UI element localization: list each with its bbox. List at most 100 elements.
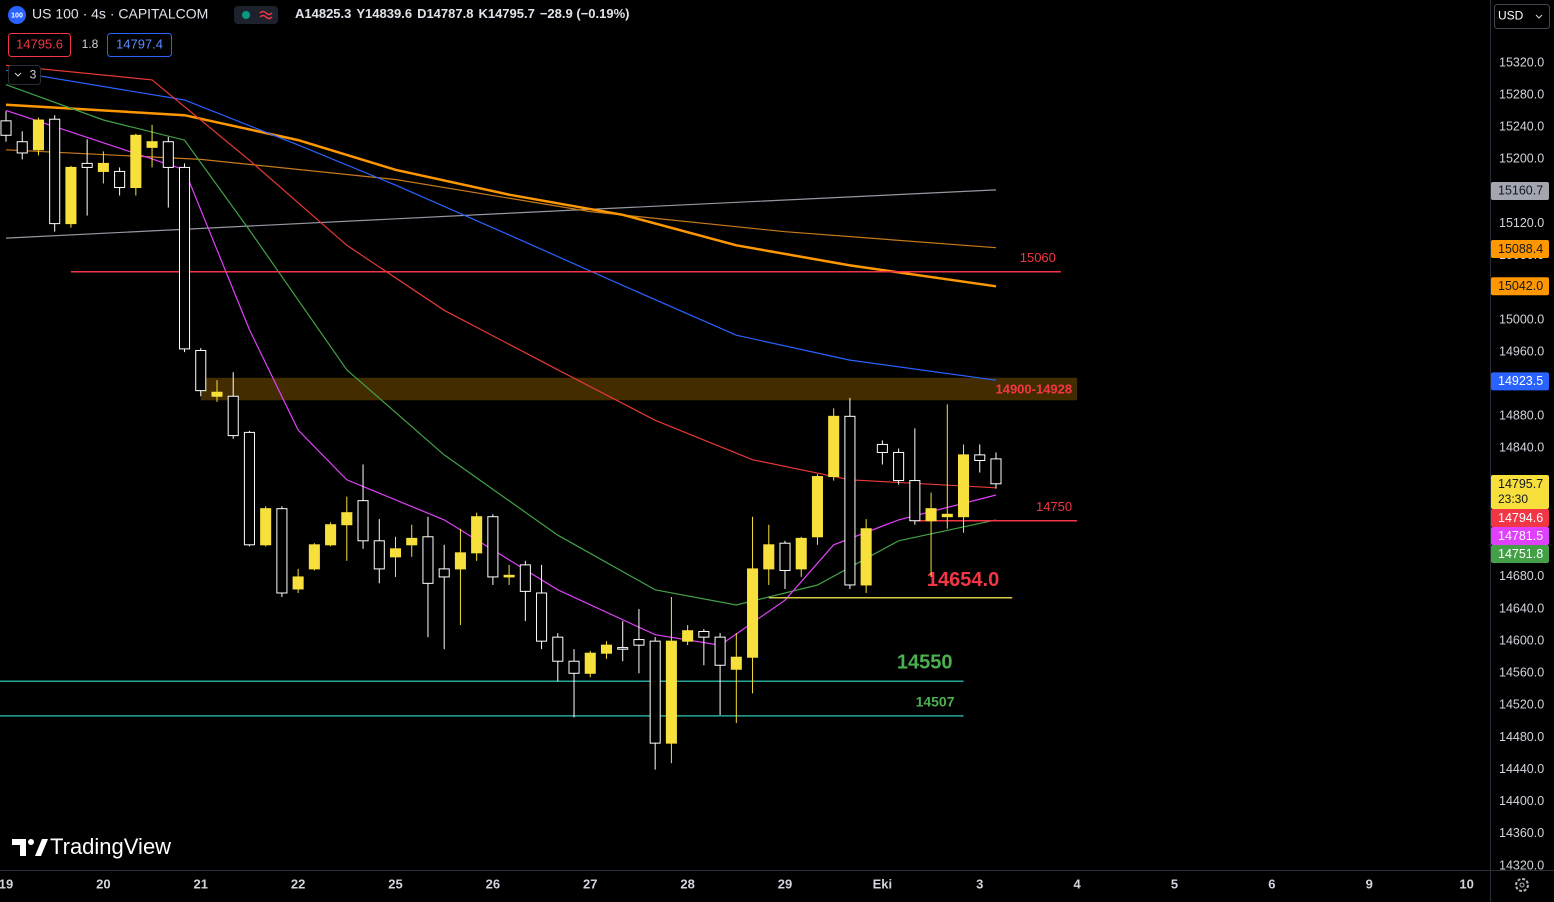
- price-tag-label: 15160.7: [1498, 184, 1543, 198]
- candle-body: [422, 536, 434, 584]
- price-axis: 14320.0 14360.0 14400.0 14440.0 14480.0 14520…: [1491, 55, 1549, 872]
- candle-body: [698, 631, 710, 638]
- candle-body: [633, 639, 645, 646]
- open: A14825.3: [295, 6, 351, 21]
- candle-body: [974, 454, 986, 461]
- candle-body: [32, 119, 44, 151]
- close: K14795.7: [478, 6, 534, 21]
- candle-body: [438, 568, 450, 578]
- x-tick-label: 26: [486, 876, 500, 891]
- candle-body: [536, 592, 548, 642]
- x-tick-label: 22: [291, 876, 305, 891]
- candle-body: [730, 656, 742, 670]
- chevron: [1535, 14, 1543, 19]
- candle-body: [941, 513, 953, 518]
- settings-gear[interactable]: [1515, 878, 1529, 892]
- candle-body: [990, 458, 1002, 485]
- candle-body: [925, 508, 937, 522]
- x-tick-label: Eki: [873, 876, 893, 891]
- price-tag: [1491, 239, 1549, 258]
- candle-body: [682, 630, 694, 642]
- symbol-title[interactable]: US 100 · 4s · CAPITALCOM: [32, 6, 208, 22]
- price-tag-label: 14923.5: [1498, 374, 1543, 388]
- logo-mark: [12, 839, 26, 856]
- price-tag-label: 15042.0: [1498, 279, 1543, 293]
- candle-body: [779, 542, 791, 571]
- candle-body: [227, 395, 239, 437]
- status-badge[interactable]: [234, 6, 278, 24]
- candle-body: [519, 564, 531, 592]
- settings[interactable]: [1515, 878, 1529, 892]
- candle-body: [16, 141, 28, 154]
- y-tick-label: 15200.0: [1499, 152, 1544, 166]
- logo-mark: [28, 839, 34, 845]
- candle-body: [162, 141, 174, 168]
- x-tick-label: 9: [1366, 876, 1373, 891]
- x-tick-label: 21: [194, 876, 208, 891]
- candle-body: [195, 349, 207, 392]
- price-tag-label: 15088.4: [1498, 242, 1543, 256]
- data-status: [259, 10, 273, 20]
- price-tag-label: 14781.5: [1498, 529, 1543, 543]
- sell-button[interactable]: [8, 33, 71, 57]
- candle-body: [211, 391, 223, 397]
- y-tick-label: 14680.0: [1499, 569, 1544, 583]
- candle-body: [178, 166, 191, 350]
- candle-body: [146, 141, 158, 148]
- candle-body: [795, 537, 807, 570]
- symbol-icon: [8, 6, 26, 24]
- buy-button[interactable]: [107, 33, 172, 57]
- candle-body: [617, 647, 629, 650]
- moving-average: [5, 84, 997, 606]
- y-tick-label: 14840.0: [1499, 441, 1544, 455]
- x-tick-label: 25: [388, 876, 402, 891]
- candle-body: [276, 508, 288, 594]
- x-tick-label: 27: [583, 876, 597, 891]
- buy-price: 14797.4: [116, 36, 163, 51]
- sell-price: 14795.6: [16, 36, 63, 51]
- candle-body: [600, 644, 613, 654]
- x-tick-label: 3: [976, 876, 983, 891]
- currency-select[interactable]: [1494, 4, 1550, 29]
- price-tag-countdown: 23:30: [1498, 492, 1528, 506]
- candle-body: [893, 451, 905, 482]
- watermark: TradingView: [12, 834, 171, 859]
- settings-gear: [1519, 882, 1525, 888]
- candle-body: [81, 162, 93, 168]
- candle-body: [584, 652, 596, 674]
- indicators-toggle[interactable]: [8, 65, 41, 85]
- candle-body: [649, 640, 661, 744]
- symbol-icon-text: 100: [11, 12, 23, 19]
- y-tick-label: 14520.0: [1499, 698, 1544, 712]
- level-label: 14507: [916, 694, 955, 710]
- candle-body: [389, 548, 402, 558]
- price-tag-label: 14795.7: [1498, 477, 1543, 491]
- x-tick-label: 4: [1074, 876, 1082, 891]
- moving-average: [5, 69, 997, 381]
- zone-label: 14900-14928: [995, 381, 1072, 396]
- y-tick-label: 15280.0: [1499, 87, 1544, 101]
- price-tag: [1491, 277, 1549, 296]
- level-label: 14550: [897, 652, 953, 674]
- x-tick-label: 5: [1171, 876, 1178, 891]
- price-tag: [1491, 372, 1549, 391]
- y-tick-label: 15320.0: [1499, 55, 1544, 69]
- y-tick-label: 15000.0: [1499, 312, 1544, 326]
- y-tick-label: 14880.0: [1499, 409, 1544, 423]
- x-tick-label: 28: [680, 876, 694, 891]
- candle-body: [747, 568, 759, 658]
- candle-body: [308, 544, 320, 570]
- logo-mark: [35, 839, 48, 856]
- y-tick-label: 14560.0: [1499, 666, 1544, 680]
- candle-body: [454, 552, 466, 570]
- x-tick-label: 29: [778, 876, 792, 891]
- x-tick-label: 10: [1459, 876, 1473, 891]
- y-tick-label: 14480.0: [1499, 730, 1544, 744]
- price-tag-label: 14794.6: [1498, 511, 1543, 525]
- candle-body: [957, 454, 970, 518]
- plot-area: 14900-14928 15060 14750 14654.0 14550 14507: [0, 64, 1078, 770]
- candle-body: [487, 516, 499, 578]
- candle-body: [860, 528, 872, 586]
- y-tick-label: 14960.0: [1499, 344, 1544, 358]
